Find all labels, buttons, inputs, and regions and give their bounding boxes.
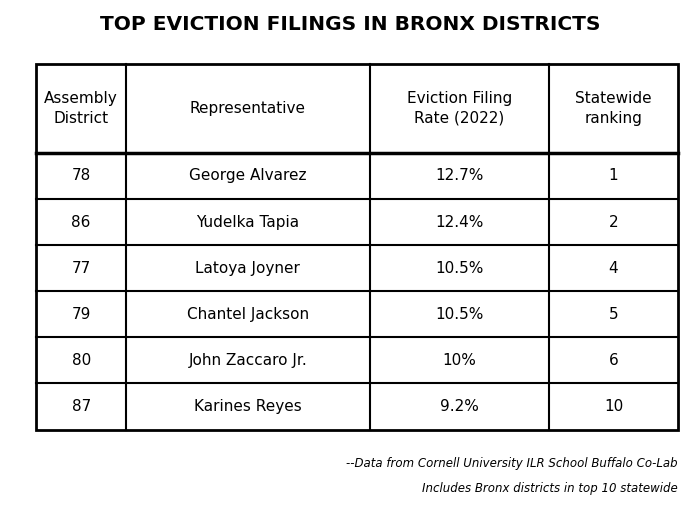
- Text: 10.5%: 10.5%: [435, 260, 484, 276]
- Text: Includes Bronx districts in top 10 statewide: Includes Bronx districts in top 10 state…: [422, 481, 678, 495]
- Text: Statewide
ranking: Statewide ranking: [575, 91, 652, 126]
- Text: Chantel Jackson: Chantel Jackson: [187, 307, 309, 322]
- Text: 79: 79: [71, 307, 91, 322]
- Text: Eviction Filing
Rate (2022): Eviction Filing Rate (2022): [407, 91, 512, 126]
- Text: 10%: 10%: [442, 353, 477, 368]
- Text: Representative: Representative: [190, 101, 306, 116]
- Text: 77: 77: [71, 260, 91, 276]
- Text: John Zaccaro Jr.: John Zaccaro Jr.: [188, 353, 307, 368]
- Text: TOP EVICTION FILINGS IN BRONX DISTRICTS: TOP EVICTION FILINGS IN BRONX DISTRICTS: [99, 15, 601, 35]
- Text: 78: 78: [71, 169, 91, 183]
- Text: 4: 4: [609, 260, 618, 276]
- Text: George Alvarez: George Alvarez: [189, 169, 307, 183]
- Text: Latoya Joyner: Latoya Joyner: [195, 260, 300, 276]
- Text: 86: 86: [71, 215, 91, 229]
- Text: Karines Reyes: Karines Reyes: [194, 399, 302, 414]
- Text: --Data from Cornell University ILR School Buffalo Co-Lab: --Data from Cornell University ILR Schoo…: [346, 457, 678, 470]
- Text: Assembly
District: Assembly District: [44, 91, 118, 126]
- Text: 9.2%: 9.2%: [440, 399, 479, 414]
- Text: 12.4%: 12.4%: [435, 215, 484, 229]
- Text: 80: 80: [71, 353, 91, 368]
- Text: Yudelka Tapia: Yudelka Tapia: [197, 215, 300, 229]
- Text: 5: 5: [609, 307, 618, 322]
- Text: 6: 6: [609, 353, 618, 368]
- Text: 10.5%: 10.5%: [435, 307, 484, 322]
- Text: 2: 2: [609, 215, 618, 229]
- Text: 12.7%: 12.7%: [435, 169, 484, 183]
- Text: 87: 87: [71, 399, 91, 414]
- Text: 10: 10: [604, 399, 623, 414]
- Text: 1: 1: [609, 169, 618, 183]
- FancyBboxPatch shape: [36, 64, 678, 429]
